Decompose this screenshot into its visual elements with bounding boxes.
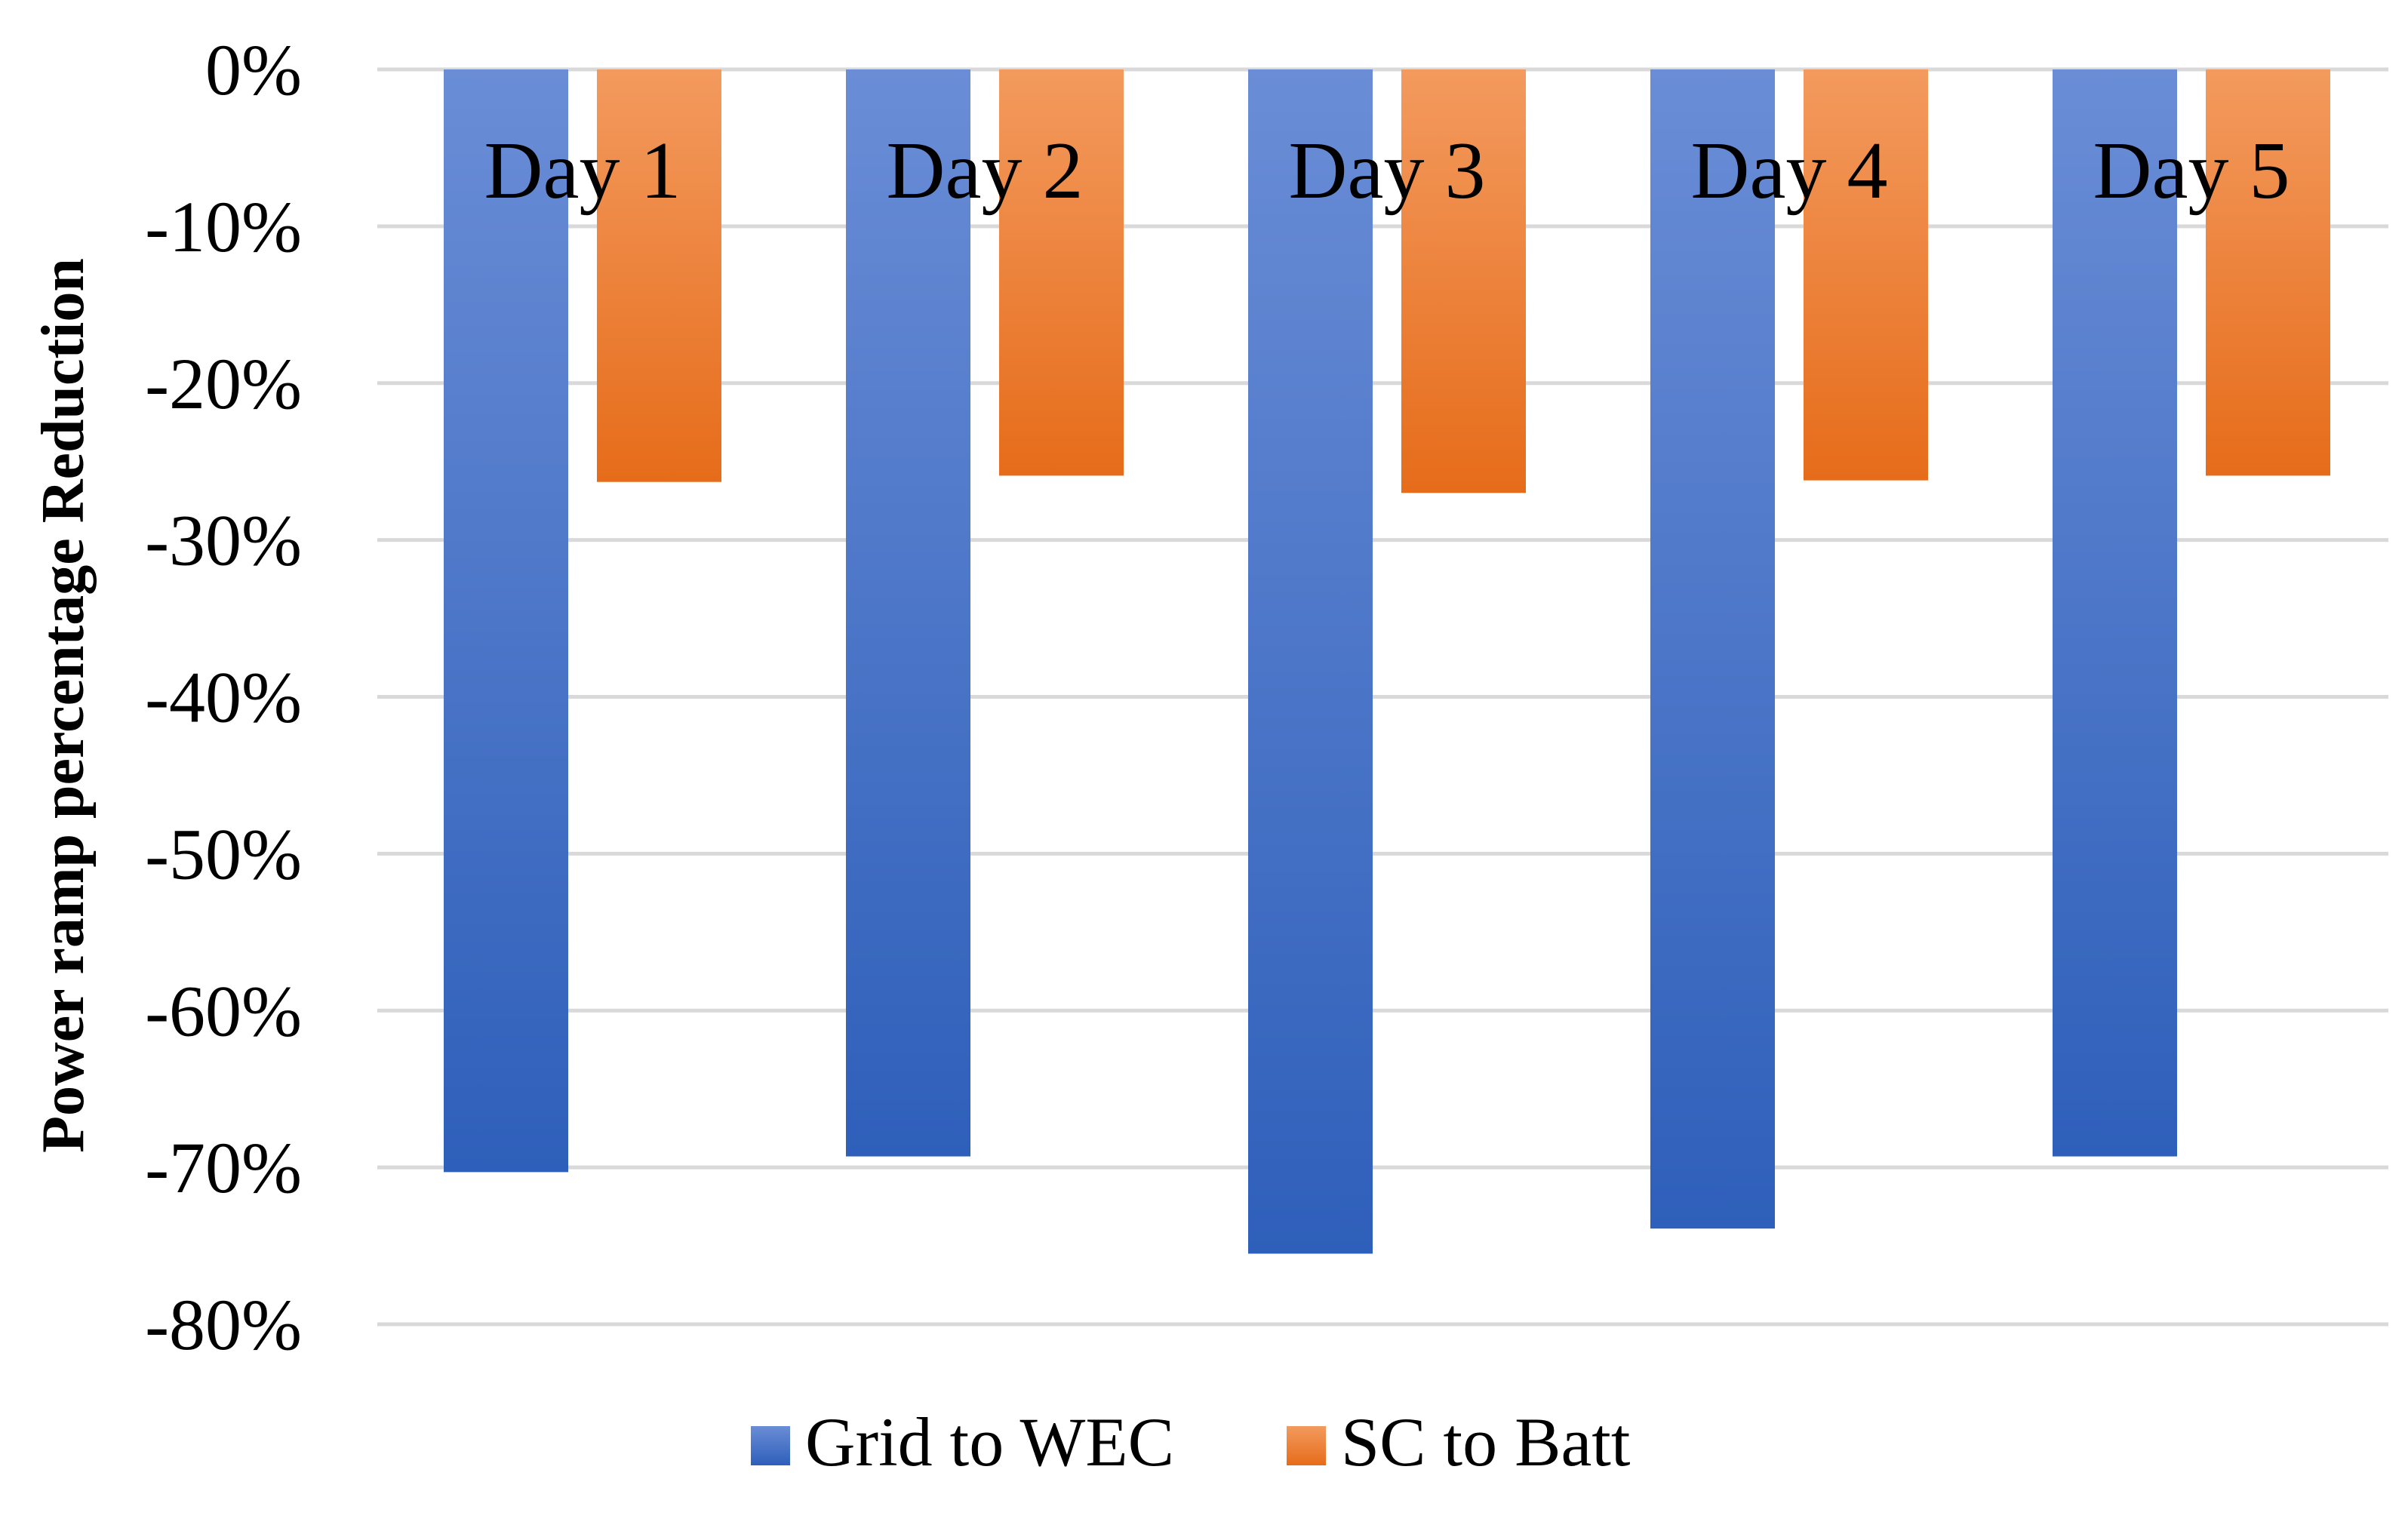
- category-label: Day 3: [1289, 126, 1486, 216]
- bars: [444, 69, 2330, 1254]
- category-label: Day 4: [1691, 126, 1888, 216]
- legend-swatch: [751, 1426, 790, 1465]
- y-tick-label: -40%: [145, 657, 302, 738]
- y-tick-label: -20%: [145, 343, 302, 424]
- y-tick-label: -80%: [145, 1284, 302, 1365]
- bar-sc-to-batt-day-3: [1401, 69, 1526, 493]
- y-tick-label: -10%: [145, 186, 302, 267]
- bar-sc-to-batt-day-4: [1804, 69, 1928, 481]
- bar-grid-to-wec-day-4: [1650, 69, 1775, 1229]
- legend-label: SC to Batt: [1341, 1403, 1631, 1480]
- bar-grid-to-wec-day-2: [846, 69, 970, 1157]
- bar-sc-to-batt-day-5: [2206, 69, 2330, 476]
- legend-label: Grid to WEC: [805, 1403, 1174, 1480]
- bar-grid-to-wec-day-3: [1248, 69, 1373, 1254]
- category-label: Day 5: [2093, 126, 2290, 216]
- category-label: Day 2: [887, 126, 1084, 216]
- category-labels: Day 1 Day 2 Day 3 Day 4 Day 5: [484, 126, 2290, 216]
- y-tick-label: -30%: [145, 500, 302, 581]
- y-tick-label: -70%: [145, 1127, 302, 1208]
- y-axis-title: Power ramp percentage Reduction: [30, 258, 97, 1153]
- y-tick-label: -50%: [145, 813, 302, 894]
- y-tick-label: 0%: [205, 29, 302, 110]
- legend: Grid to WEC SC to Batt: [751, 1403, 1631, 1480]
- bar-grid-to-wec-day-5: [2053, 69, 2177, 1157]
- legend-swatch: [1287, 1426, 1326, 1465]
- bar-grid-to-wec-day-1: [444, 69, 568, 1173]
- y-tick-label: -60%: [145, 970, 302, 1051]
- bar-sc-to-batt-day-1: [597, 69, 721, 482]
- y-tick-labels: 0% -10% -20% -30% -40% -50% -60% -70% -80%: [145, 29, 302, 1365]
- bar-sc-to-batt-day-2: [999, 69, 1124, 476]
- category-label: Day 1: [484, 126, 681, 216]
